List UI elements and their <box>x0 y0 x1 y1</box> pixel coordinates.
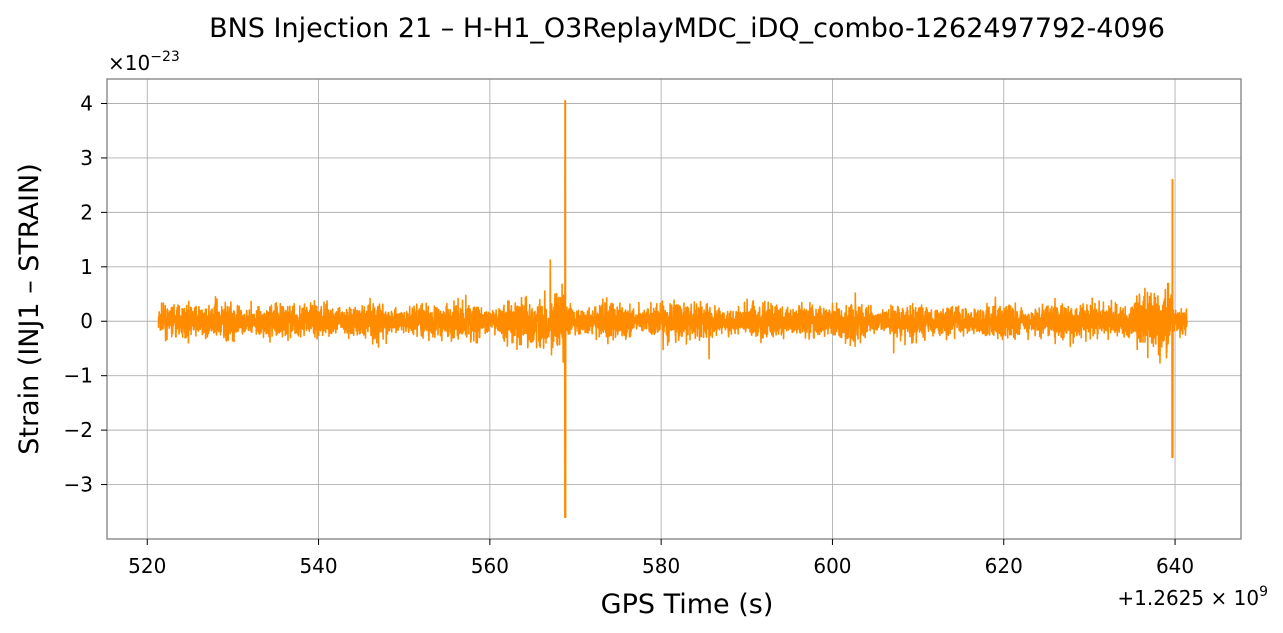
y-tick-label: 2 <box>80 200 93 224</box>
x-tick-label: 640 <box>1156 554 1194 578</box>
x-tick-label: 580 <box>642 554 680 578</box>
y-tick-label: −1 <box>64 364 93 388</box>
y-axis-label: Strain (INJ1 – STRAIN) <box>14 163 45 455</box>
axis-ticks: 520 540 560 580 600 620 640 −3 −2 −1 0 1 2 3 4 <box>64 91 1195 578</box>
x-offset-label: +1.2625 × 109 <box>1117 584 1268 610</box>
x-tick-label: 520 <box>128 554 166 578</box>
plot-area <box>157 100 1188 518</box>
y-scale-label: ×10−23 <box>108 49 180 75</box>
x-tick-label: 540 <box>299 554 337 578</box>
y-tick-label: 1 <box>80 255 93 279</box>
x-tick-label: 560 <box>471 554 509 578</box>
x-tick-label: 620 <box>985 554 1023 578</box>
y-scale-label-base: ×10 <box>108 51 150 75</box>
y-tick-label: −2 <box>64 418 93 442</box>
chart-title: BNS Injection 21 – H-H1_O3ReplayMDC_iDQ_… <box>209 13 1165 44</box>
plot-frame <box>106 78 1242 540</box>
x-offset-label-base: +1.2625 × 10 <box>1117 586 1259 610</box>
x-tick-label: 600 <box>813 554 851 578</box>
y-tick-label: 3 <box>80 146 93 170</box>
strain-series-line <box>157 100 1188 518</box>
x-axis-label: GPS Time (s) <box>601 589 774 620</box>
y-tick-label: 0 <box>80 309 93 333</box>
y-scale-label-exponent: −23 <box>150 49 180 65</box>
y-tick-label: 4 <box>80 91 93 115</box>
y-tick-label: −3 <box>64 473 93 497</box>
x-offset-label-exponent: 9 <box>1259 584 1268 600</box>
